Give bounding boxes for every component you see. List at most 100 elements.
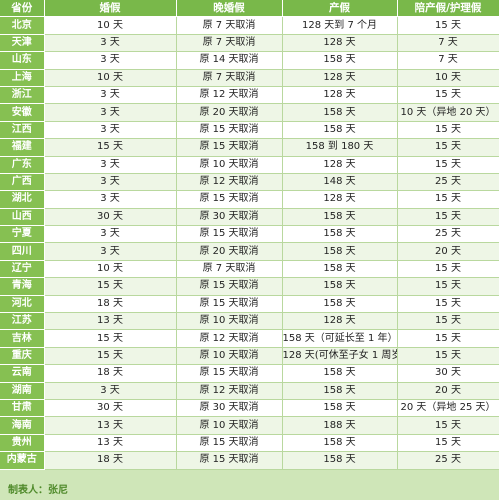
cell-paternity-leave: 15 天	[397, 295, 499, 314]
cell-paternity-leave: 15 天	[397, 156, 499, 174]
table-row: 浙江 3 天原 12 天取消 128 天 15 天	[0, 86, 499, 105]
cell-late-marriage-leave: 原 12 天取消	[176, 173, 283, 192]
cell-late-marriage-leave: 原 20 天取消	[176, 103, 283, 122]
cell-maternity-leave: 128 天到 7 个月	[282, 16, 398, 35]
header-province: 省份	[0, 0, 45, 18]
cell-maternity-leave: 128 天	[282, 190, 398, 209]
table-row: 青海 15 天原 15 天取消 158 天 15 天	[0, 277, 499, 296]
cell-late-marriage-leave: 原 7 天取消	[176, 16, 283, 35]
cell-maternity-leave: 158 天	[282, 121, 398, 140]
cell-late-marriage-leave: 原 12 天取消	[176, 329, 283, 348]
cell-late-marriage-leave: 原 12 天取消	[176, 382, 283, 400]
cell-province: 宁夏	[0, 225, 45, 244]
cell-paternity-leave: 10 天	[397, 69, 499, 87]
cell-maternity-leave: 158 天	[282, 295, 398, 314]
cell-province: 内蒙古	[0, 451, 45, 470]
cell-maternity-leave: 148 天	[282, 173, 398, 192]
cell-late-marriage-leave: 原 10 天取消	[176, 156, 283, 174]
table-row: 辽宁 10 天原 7 天取消 158 天 15 天	[0, 260, 499, 279]
table-row: 湖南 3 天原 12 天取消 158 天 20 天	[0, 382, 499, 400]
table-author: 制表人：张尼	[8, 485, 68, 496]
cell-maternity-leave: 158 天	[282, 51, 398, 70]
cell-paternity-leave: 15 天	[397, 416, 499, 435]
cell-province: 安徽	[0, 103, 45, 122]
cell-paternity-leave: 15 天	[397, 121, 499, 140]
cell-paternity-leave: 15 天	[397, 312, 499, 331]
cell-paternity-leave: 7 天	[397, 51, 499, 70]
table-row: 云南 18 天原 15 天取消 158 天 30 天	[0, 364, 499, 383]
table-row: 北京 10 天原 7 天取消 128 天到 7 个月 15 天	[0, 16, 499, 35]
cell-late-marriage-leave: 原 7 天取消	[176, 34, 283, 53]
cell-marriage-leave: 3 天	[44, 242, 177, 261]
cell-marriage-leave: 18 天	[44, 364, 177, 383]
cell-paternity-leave: 30 天	[397, 364, 499, 383]
cell-maternity-leave: 158 天	[282, 382, 398, 400]
cell-province: 福建	[0, 138, 45, 157]
cell-paternity-leave: 25 天	[397, 225, 499, 244]
cell-maternity-leave: 128 天	[282, 86, 398, 105]
cell-paternity-leave: 15 天	[397, 16, 499, 35]
cell-maternity-leave: 158 天	[282, 260, 398, 279]
table-row: 四川 3 天原 20 天取消 158 天 20 天	[0, 242, 499, 261]
header-paternity-leave: 陪产假/护理假	[397, 0, 499, 18]
cell-late-marriage-leave: 原 15 天取消	[176, 138, 283, 157]
cell-maternity-leave: 158 天	[282, 399, 398, 418]
cell-province: 湖北	[0, 190, 45, 209]
cell-paternity-leave: 7 天	[397, 34, 499, 53]
cell-province: 上海	[0, 69, 45, 87]
cell-province: 湖南	[0, 382, 45, 400]
cell-paternity-leave: 15 天	[397, 86, 499, 105]
table-row: 湖北 3 天原 15 天取消 128 天 15 天	[0, 190, 499, 209]
cell-maternity-leave: 158 天	[282, 434, 398, 453]
cell-paternity-leave: 15 天	[397, 260, 499, 279]
cell-marriage-leave: 3 天	[44, 156, 177, 174]
cell-late-marriage-leave: 原 30 天取消	[176, 399, 283, 418]
cell-paternity-leave: 15 天	[397, 208, 499, 227]
cell-province: 重庆	[0, 347, 45, 366]
cell-late-marriage-leave: 原 12 天取消	[176, 86, 283, 105]
cell-paternity-leave: 15 天	[397, 347, 499, 366]
table-row: 吉林 15 天原 12 天取消 158 天（可延长至 1 年） 15 天	[0, 329, 499, 348]
table-row: 广西 3 天原 12 天取消 148 天 25 天	[0, 173, 499, 192]
cell-paternity-leave: 20 天	[397, 242, 499, 261]
cell-paternity-leave: 15 天	[397, 329, 499, 348]
cell-marriage-leave: 3 天	[44, 121, 177, 140]
table-row: 福建 15 天原 15 天取消 158 到 180 天 15 天	[0, 138, 499, 157]
table-row: 安徽 3 天原 20 天取消 158 天 10 天（异地 20 天）	[0, 103, 499, 122]
cell-late-marriage-leave: 原 10 天取消	[176, 416, 283, 435]
cell-maternity-leave: 158 天	[282, 225, 398, 244]
table-row: 内蒙古 18 天原 15 天取消 158 天 25 天	[0, 451, 499, 470]
cell-province: 山西	[0, 208, 45, 227]
cell-province: 浙江	[0, 86, 45, 105]
table-row: 海南 13 天原 10 天取消 188 天 15 天	[0, 416, 499, 435]
cell-maternity-leave: 158 天	[282, 451, 398, 470]
cell-province: 辽宁	[0, 260, 45, 279]
cell-marriage-leave: 3 天	[44, 190, 177, 209]
cell-province: 甘肃	[0, 399, 45, 418]
cell-marriage-leave: 30 天	[44, 399, 177, 418]
cell-province: 北京	[0, 16, 45, 35]
cell-province: 云南	[0, 364, 45, 383]
cell-maternity-leave: 128 天	[282, 156, 398, 174]
cell-marriage-leave: 15 天	[44, 277, 177, 296]
header-marriage-leave: 婚假	[44, 0, 177, 18]
cell-paternity-leave: 15 天	[397, 138, 499, 157]
cell-province: 吉林	[0, 329, 45, 348]
cell-marriage-leave: 3 天	[44, 225, 177, 244]
footer-bar: 制表人：张尼	[0, 470, 499, 500]
cell-late-marriage-leave: 原 10 天取消	[176, 347, 283, 366]
cell-marriage-leave: 10 天	[44, 16, 177, 35]
cell-late-marriage-leave: 原 7 天取消	[176, 260, 283, 279]
cell-maternity-leave: 158 天	[282, 242, 398, 261]
cell-province: 青海	[0, 277, 45, 296]
header-maternity-leave: 产假	[282, 0, 398, 18]
table-row: 广东 3 天原 10 天取消 128 天 15 天	[0, 156, 499, 174]
cell-province: 天津	[0, 34, 45, 53]
cell-marriage-leave: 10 天	[44, 69, 177, 87]
cell-maternity-leave: 128 天	[282, 34, 398, 53]
cell-marriage-leave: 3 天	[44, 34, 177, 53]
cell-late-marriage-leave: 原 15 天取消	[176, 364, 283, 383]
cell-marriage-leave: 13 天	[44, 416, 177, 435]
table-row: 河北 18 天原 15 天取消 158 天 15 天	[0, 295, 499, 314]
